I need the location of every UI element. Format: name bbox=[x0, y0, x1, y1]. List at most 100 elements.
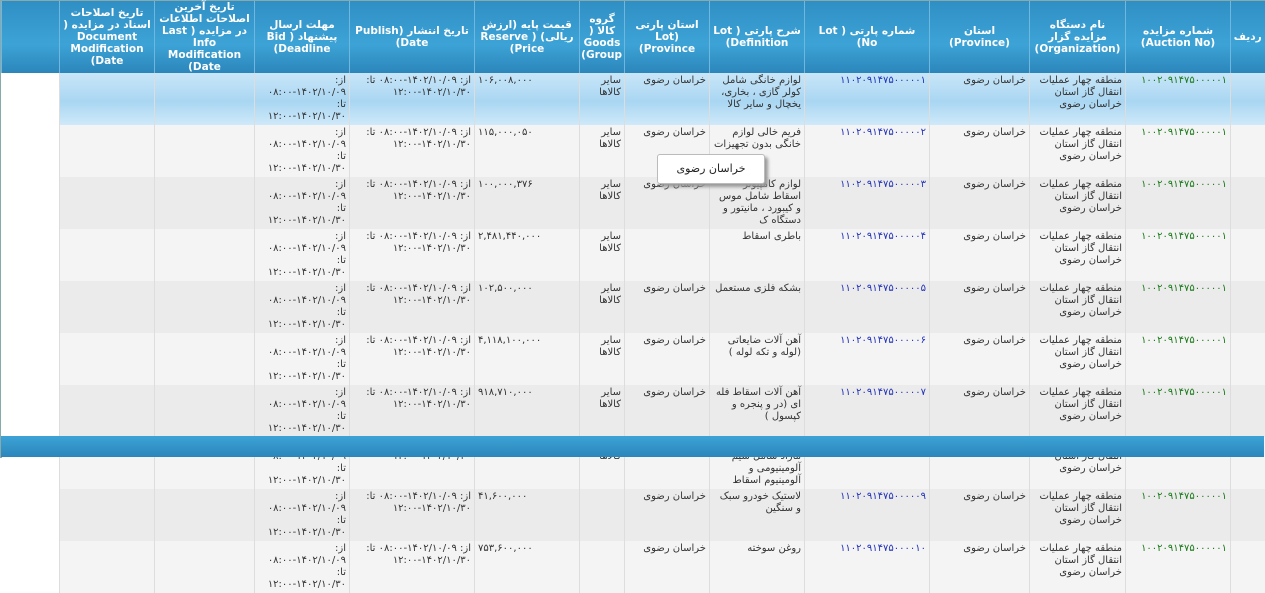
lot-province-cell: خراسان رضوی bbox=[624, 73, 710, 125]
lot-no-cell[interactable]: ۱۱۰۲۰۹۱۴۷۵۰۰۰۰۰۹ bbox=[804, 489, 930, 541]
reserve-price-cell: ۱۱۵,۰۰۰,۰۵۰ bbox=[474, 125, 580, 177]
table-header-row: ردیف شماره مزایده (Auction No) نام دستگا… bbox=[1, 1, 1265, 73]
last-info-modification-cell bbox=[154, 333, 255, 385]
auction-no-cell[interactable]: ۱۰۰۲۰۹۱۴۷۵۰۰۰۰۰۱ bbox=[1125, 177, 1231, 229]
header-row-number[interactable]: ردیف bbox=[1230, 1, 1265, 73]
organization-cell: منطقه چهار عملیات انتقال گاز استان خراسا… bbox=[1029, 73, 1126, 125]
publish-date-cell: از: ۱۴۰۲/۱۰/۰۹-۰۸:۰۰ تا: ۱۴۰۲/۱۰/۳۰-۱۲:۰… bbox=[349, 489, 475, 541]
lot-no-cell[interactable]: ۱۱۰۲۰۹۱۴۷۵۰۰۰۰۰۳ bbox=[804, 177, 930, 229]
auction-no-cell[interactable]: ۱۰۰۲۰۹۱۴۷۵۰۰۰۰۰۱ bbox=[1125, 281, 1231, 333]
auction-no-cell[interactable]: ۱۰۰۲۰۹۱۴۷۵۰۰۰۰۰۱ bbox=[1125, 541, 1231, 593]
header-bid-deadline[interactable]: مهلت ارسال پیشنهاد ( Bid Deadline) bbox=[254, 1, 350, 73]
header-auction-no[interactable]: شماره مزایده (Auction No) bbox=[1125, 1, 1231, 73]
row-number-cell bbox=[1230, 281, 1265, 333]
header-reserve-price[interactable]: قیمت پایه (ارزش ریالی) ( Reserve Price) bbox=[474, 1, 580, 73]
lot-province-cell: خراسان رضوی bbox=[624, 541, 710, 593]
lot-province-cell: خراسان رضوی bbox=[624, 385, 710, 437]
province-cell: خراسان رضوی bbox=[929, 229, 1030, 281]
document-modification-cell bbox=[59, 541, 155, 593]
bid-deadline-cell: از: ۱۴۰۲/۱۰/۰۹-۰۸:۰۰ تا: ۱۴۰۲/۱۰/۳۰-۱۲:۰… bbox=[254, 177, 350, 229]
goods-group-cell: سایر کالاها bbox=[579, 385, 625, 437]
reserve-price-cell: ۷۵۳,۶۰۰,۰۰۰ bbox=[474, 541, 580, 593]
header-blank bbox=[1, 1, 60, 73]
document-modification-cell bbox=[59, 333, 155, 385]
header-publish-date[interactable]: تاریخ انتشار (Publish Date) bbox=[349, 1, 475, 73]
header-lot-province[interactable]: استان پارتی (Lot Province) bbox=[624, 1, 710, 73]
goods-group-cell: سایر کالاها bbox=[579, 177, 625, 229]
lot-no-cell[interactable]: ۱۱۰۲۰۹۱۴۷۵۰۰۰۰۰۷ bbox=[804, 385, 930, 437]
last-info-modification-cell bbox=[154, 73, 255, 125]
last-info-modification-cell bbox=[154, 281, 255, 333]
lot-definition-cell: لوازم کامپیوتر اسقاط شامل موس و کیبورد ،… bbox=[709, 177, 805, 229]
goods-group-cell bbox=[579, 489, 625, 541]
header-lot-no[interactable]: شماره پارتی ( Lot No) bbox=[804, 1, 930, 73]
bid-deadline-cell: از: ۱۴۰۲/۱۰/۰۹-۰۸:۰۰ تا: ۱۴۰۲/۱۰/۳۰-۱۲:۰… bbox=[254, 229, 350, 281]
document-modification-cell bbox=[59, 229, 155, 281]
organization-cell: منطقه چهار عملیات انتقال گاز استان خراسا… bbox=[1029, 333, 1126, 385]
auction-no-cell[interactable]: ۱۰۰۲۰۹۱۴۷۵۰۰۰۰۰۱ bbox=[1125, 333, 1231, 385]
lot-definition-cell: آهن آلات ضایعاتی (لوله و تکه لوله ) bbox=[709, 333, 805, 385]
goods-group-cell bbox=[579, 541, 625, 593]
bid-deadline-cell: از: ۱۴۰۲/۱۰/۰۹-۰۸:۰۰ تا: ۱۴۰۲/۱۰/۳۰-۱۲:۰… bbox=[254, 385, 350, 437]
auction-no-cell[interactable]: ۱۰۰۲۰۹۱۴۷۵۰۰۰۰۰۱ bbox=[1125, 489, 1231, 541]
auction-no-cell[interactable]: ۱۰۰۲۰۹۱۴۷۵۰۰۰۰۰۱ bbox=[1125, 229, 1231, 281]
header-province[interactable]: استان (Province) bbox=[929, 1, 1030, 73]
header-organization[interactable]: نام دستگاه مزایده گزار (Organization) bbox=[1029, 1, 1126, 73]
last-info-modification-cell bbox=[154, 125, 255, 177]
header-document-modification[interactable]: تاریخ اصلاحات اسناد در مزایده ( Document… bbox=[59, 1, 155, 73]
row-number-cell bbox=[1230, 229, 1265, 281]
bid-deadline-cell: از: ۱۴۰۲/۱۰/۰۹-۰۸:۰۰ تا: ۱۴۰۲/۱۰/۳۰-۱۲:۰… bbox=[254, 333, 350, 385]
auction-no-cell[interactable]: ۱۰۰۲۰۹۱۴۷۵۰۰۰۰۰۱ bbox=[1125, 125, 1231, 177]
lot-no-cell[interactable]: ۱۱۰۲۰۹۱۴۷۵۰۰۰۰۰۱ bbox=[804, 73, 930, 125]
lot-no-cell[interactable]: ۱۱۰۲۰۹۱۴۷۵۰۰۰۰۰۲ bbox=[804, 125, 930, 177]
bid-deadline-cell: از: ۱۴۰۲/۱۰/۰۹-۰۸:۰۰ تا: ۱۴۰۲/۱۰/۳۰-۱۲:۰… bbox=[254, 541, 350, 593]
blank-cell bbox=[1, 177, 60, 229]
auction-no-cell[interactable]: ۱۰۰۲۰۹۱۴۷۵۰۰۰۰۰۱ bbox=[1125, 385, 1231, 437]
publish-date-cell: از: ۱۴۰۲/۱۰/۰۹-۰۸:۰۰ تا: ۱۴۰۲/۱۰/۳۰-۱۲:۰… bbox=[349, 73, 475, 125]
blank-cell bbox=[1, 489, 60, 541]
lot-definition-cell: روغن سوخته bbox=[709, 541, 805, 593]
goods-group-cell: سایر کالاها bbox=[579, 281, 625, 333]
lot-province-cell: خراسان رضوی bbox=[624, 281, 710, 333]
document-modification-cell bbox=[59, 489, 155, 541]
publish-date-cell: از: ۱۴۰۲/۱۰/۰۹-۰۸:۰۰ تا: ۱۴۰۲/۱۰/۳۰-۱۲:۰… bbox=[349, 541, 475, 593]
province-cell: خراسان رضوی bbox=[929, 489, 1030, 541]
province-cell: خراسان رضوی bbox=[929, 541, 1030, 593]
goods-group-cell: سایر کالاها bbox=[579, 73, 625, 125]
blank-cell bbox=[1, 281, 60, 333]
document-modification-cell bbox=[59, 385, 155, 437]
auction-no-cell[interactable]: ۱۰۰۲۰۹۱۴۷۵۰۰۰۰۰۱ bbox=[1125, 73, 1231, 125]
bid-deadline-cell: از: ۱۴۰۲/۱۰/۰۹-۰۸:۰۰ تا: ۱۴۰۲/۱۰/۳۰-۱۲:۰… bbox=[254, 125, 350, 177]
blank-cell bbox=[1, 333, 60, 385]
goods-group-cell: سایر کالاها bbox=[579, 125, 625, 177]
header-goods-group[interactable]: گروه کالا ( Goods Group) bbox=[579, 1, 625, 73]
reserve-price-cell: ۹۱۸,۷۱۰,۰۰۰ bbox=[474, 385, 580, 437]
bid-deadline-cell: از: ۱۴۰۲/۱۰/۰۹-۰۸:۰۰ تا: ۱۴۰۲/۱۰/۳۰-۱۲:۰… bbox=[254, 281, 350, 333]
header-lot-definition[interactable]: شرح پارتی ( Lot Definition) bbox=[709, 1, 805, 73]
province-cell: خراسان رضوی bbox=[929, 73, 1030, 125]
lot-no-cell[interactable]: ۱۱۰۲۰۹۱۴۷۵۰۰۰۰۰۶ bbox=[804, 333, 930, 385]
lot-no-cell[interactable]: ۱۱۰۲۰۹۱۴۷۵۰۰۰۰۰۴ bbox=[804, 229, 930, 281]
header-last-info-modification[interactable]: تاریخ آخرین اصلاحات اطلاعات در مزایده ( … bbox=[154, 1, 255, 73]
row-number-cell bbox=[1230, 541, 1265, 593]
table-footer-bar bbox=[1, 436, 1264, 457]
lot-definition-cell: لاستیک خودرو سبک و سنگین bbox=[709, 489, 805, 541]
reserve-price-cell: ۱۰۶,۰۰۸,۰۰۰ bbox=[474, 73, 580, 125]
lot-no-cell[interactable]: ۱۱۰۲۰۹۱۴۷۵۰۰۰۰۰۵ bbox=[804, 281, 930, 333]
organization-cell: منطقه چهار عملیات انتقال گاز استان خراسا… bbox=[1029, 385, 1126, 437]
lot-no-cell[interactable]: ۱۱۰۲۰۹۱۴۷۵۰۰۰۰۱۰ bbox=[804, 541, 930, 593]
organization-cell: منطقه چهار عملیات انتقال گاز استان خراسا… bbox=[1029, 177, 1126, 229]
reserve-price-cell: ۱۰۲,۵۰۰,۰۰۰ bbox=[474, 281, 580, 333]
lot-definition-cell: آهن آلات اسقاط فله ای (در و پنجره و کپسو… bbox=[709, 385, 805, 437]
province-cell: خراسان رضوی bbox=[929, 281, 1030, 333]
